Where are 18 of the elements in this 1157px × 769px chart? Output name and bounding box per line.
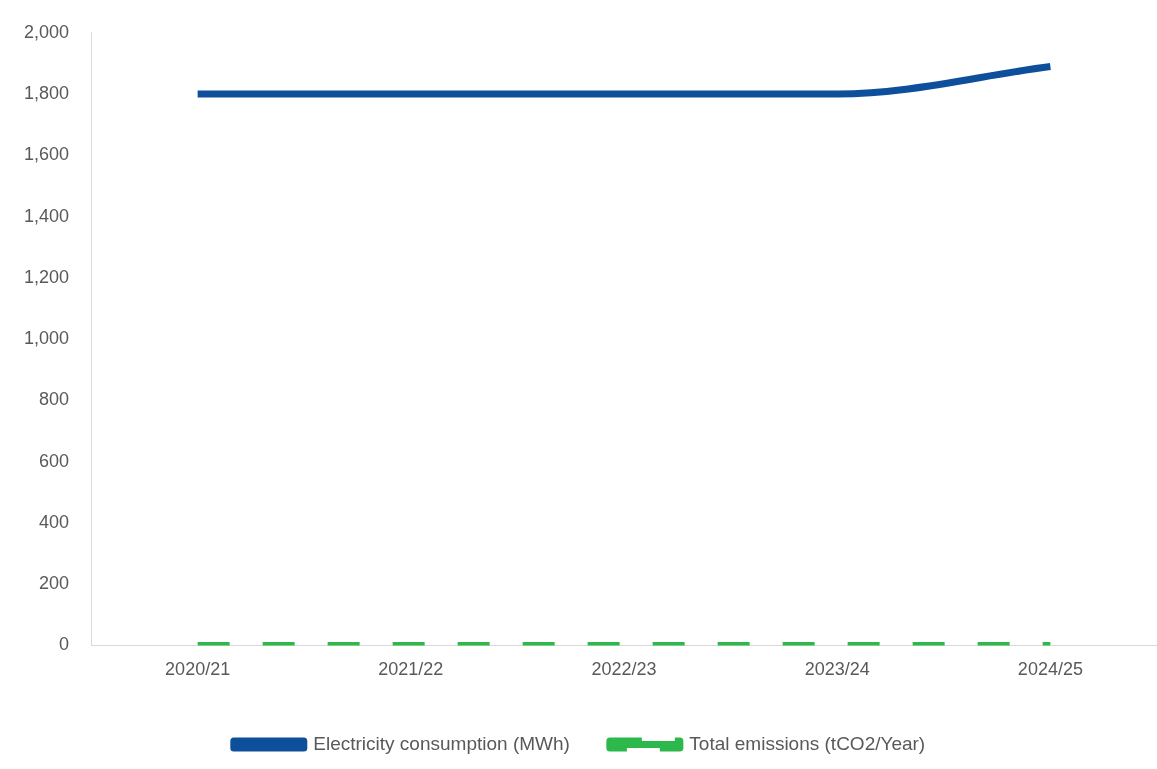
y-tick-label: 200: [39, 573, 70, 594]
legend-label: Electricity consumption (MWh): [313, 732, 570, 754]
y-tick-label: 1,600: [24, 144, 70, 165]
x-tick-label: 2021/22: [378, 659, 444, 680]
y-tick-label: 1,800: [24, 83, 70, 104]
y-tick-label: 1,200: [24, 266, 70, 287]
x-tick-label: 2024/25: [1017, 659, 1083, 680]
legend-label: Total emissions (tCO2/Year): [689, 732, 926, 754]
y-tick-label: 0: [59, 634, 70, 655]
x-tick-label: 2023/24: [804, 659, 870, 680]
y-tick-label: 800: [39, 389, 70, 410]
y-tick-label: 600: [39, 450, 70, 471]
y-tick-label: 1,400: [24, 205, 70, 226]
y-tick-label: 1,000: [24, 328, 70, 349]
x-tick-label: 2022/23: [591, 659, 657, 680]
y-tick-label: 2,000: [24, 21, 70, 42]
x-tick-label: 2020/21: [165, 659, 231, 680]
y-tick-label: 400: [39, 511, 70, 532]
